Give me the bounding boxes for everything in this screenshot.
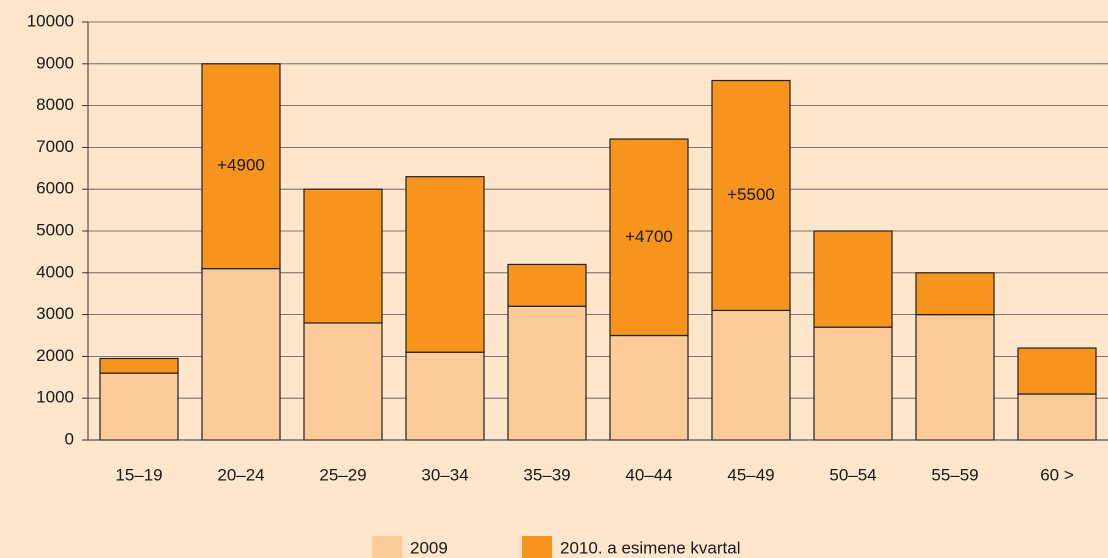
x-tick-label: 15–19 [115,465,162,484]
y-tick-label: 9000 [36,53,74,72]
value-label: +5500 [727,185,775,204]
bar-segment [507,305,587,441]
y-tick-label: 10000 [27,11,74,30]
x-tick-label: 35–39 [523,465,570,484]
bar-segment [1017,347,1097,395]
legend-label: 2009 [410,538,448,557]
x-tick-label: 50–54 [829,465,876,484]
value-label: +4700 [625,227,673,246]
bar-segment [609,138,689,337]
bar-segment [1017,393,1097,441]
bar-segment [711,309,791,441]
bar-segment [711,79,791,312]
y-tick-label: 7000 [36,137,74,156]
legend-swatch [522,536,552,558]
bar-segment [303,322,383,441]
y-tick-label: 2000 [36,346,74,365]
y-tick-label: 4000 [36,262,74,281]
bar-segment [813,230,893,328]
y-tick-label: 8000 [36,95,74,114]
x-tick-label: 60 > [1040,465,1074,484]
bar-segment [201,63,281,270]
x-tick-label: 55–59 [931,465,978,484]
y-tick-label: 6000 [36,179,74,198]
x-tick-label: 20–24 [217,465,264,484]
bar-segment [99,372,179,441]
bar-segment [915,314,995,441]
y-tick-label: 1000 [36,388,74,407]
value-label: +4900 [217,156,265,175]
bar-segment [405,176,485,353]
y-tick-label: 3000 [36,304,74,323]
bar-segment [99,357,179,374]
x-tick-label: 45–49 [727,465,774,484]
legend-swatch [372,536,402,558]
x-tick-label: 30–34 [421,465,468,484]
y-tick-label: 0 [65,429,74,448]
x-tick-label: 25–29 [319,465,366,484]
bar-segment [609,334,689,441]
bar-segment [813,326,893,441]
x-tick-label: 40–44 [625,465,672,484]
bar-segment [915,272,995,316]
bar-segment [303,188,383,324]
bar-segment [201,268,281,441]
legend-label: 2010. a esimene kvartal [560,538,741,557]
y-tick-label: 5000 [36,220,74,239]
bar-segment [405,351,485,441]
bar-segment [507,263,587,307]
